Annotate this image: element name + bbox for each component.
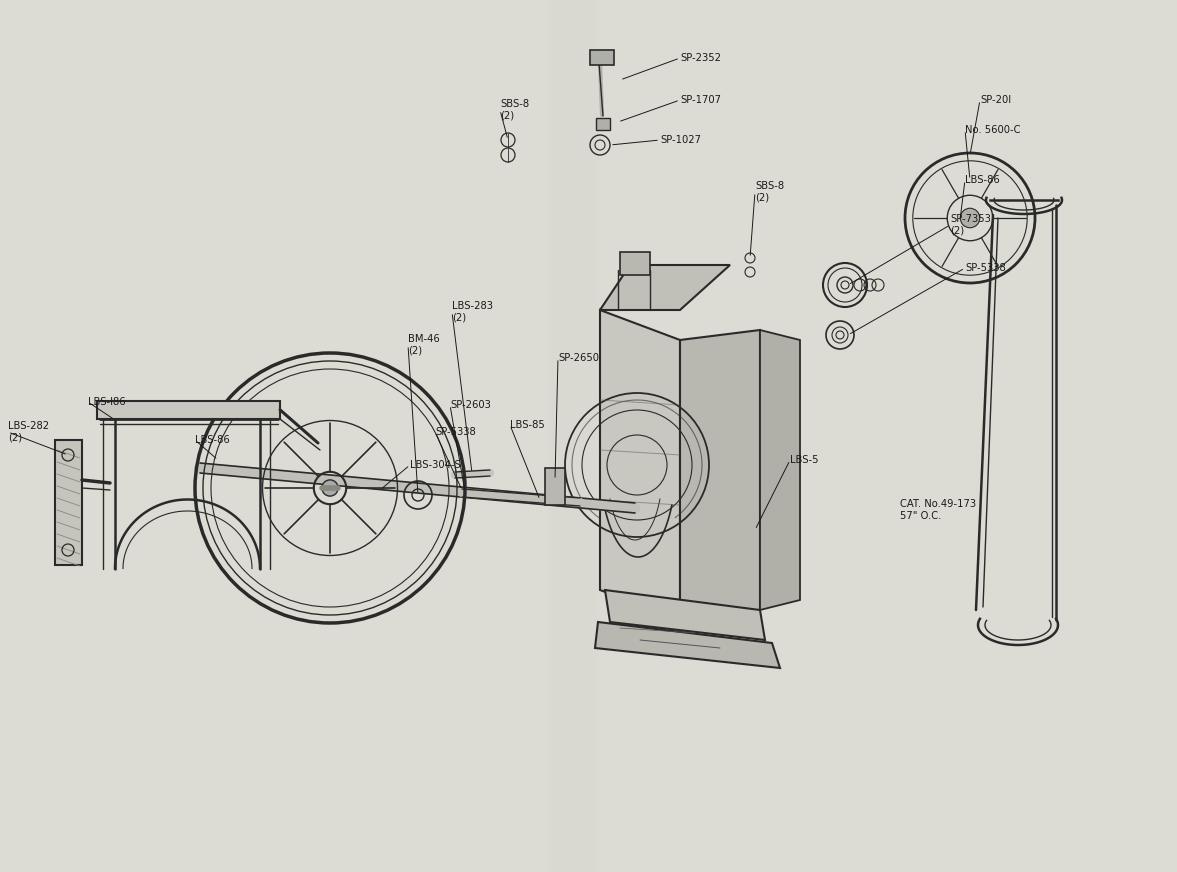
Bar — [576, 0, 584, 872]
Circle shape — [321, 480, 338, 496]
Bar — [581, 0, 590, 872]
Polygon shape — [680, 330, 760, 620]
Text: LBS-I86: LBS-I86 — [88, 397, 126, 407]
Text: LBS-86: LBS-86 — [965, 175, 999, 185]
Bar — [579, 0, 587, 872]
Text: SBS-8
(2): SBS-8 (2) — [500, 99, 530, 121]
Bar — [594, 0, 601, 872]
Text: LBS-304-S: LBS-304-S — [410, 460, 460, 470]
Bar — [591, 0, 599, 872]
Text: SP-2352: SP-2352 — [680, 53, 722, 63]
Text: LBS-5: LBS-5 — [790, 455, 818, 465]
Bar — [588, 0, 596, 872]
Polygon shape — [605, 590, 765, 640]
Text: SP-7353
(2): SP-7353 (2) — [950, 215, 991, 235]
Bar — [546, 0, 554, 872]
Text: SBS-8
(2): SBS-8 (2) — [754, 181, 784, 203]
Polygon shape — [600, 310, 680, 620]
Bar — [567, 0, 576, 872]
Text: SP-20I: SP-20I — [980, 95, 1011, 105]
Bar — [556, 0, 563, 872]
Polygon shape — [600, 265, 730, 310]
Circle shape — [960, 208, 979, 228]
Polygon shape — [596, 118, 610, 130]
Text: SP-2603: SP-2603 — [450, 400, 491, 410]
Bar — [540, 0, 548, 872]
Polygon shape — [55, 440, 82, 565]
Text: SP-5338: SP-5338 — [435, 427, 476, 437]
Text: No. 5600-C: No. 5600-C — [965, 125, 1020, 135]
Text: LBS-86: LBS-86 — [195, 435, 230, 445]
Bar — [570, 0, 578, 872]
Bar — [543, 0, 551, 872]
Polygon shape — [620, 252, 650, 275]
Bar — [573, 0, 581, 872]
Text: CAT. No.49-173
57" O.C.: CAT. No.49-173 57" O.C. — [900, 499, 976, 521]
Polygon shape — [590, 50, 614, 65]
Polygon shape — [760, 330, 800, 610]
Bar — [597, 0, 605, 872]
Text: LBS-85: LBS-85 — [510, 420, 545, 430]
Bar — [564, 0, 572, 872]
Text: BM-46
(2): BM-46 (2) — [408, 334, 440, 356]
Text: LBS-283
(2): LBS-283 (2) — [452, 301, 493, 323]
Polygon shape — [97, 400, 280, 419]
Polygon shape — [596, 622, 780, 668]
Text: SP-1707: SP-1707 — [680, 95, 722, 105]
Text: SP-2650: SP-2650 — [558, 353, 599, 363]
Text: SP-5338: SP-5338 — [965, 263, 1006, 273]
Text: SP-1027: SP-1027 — [660, 135, 701, 145]
Bar — [552, 0, 560, 872]
Text: LBS-282
(2): LBS-282 (2) — [8, 421, 49, 443]
Bar — [585, 0, 593, 872]
Bar — [558, 0, 566, 872]
Bar — [561, 0, 568, 872]
Polygon shape — [545, 468, 565, 505]
Bar — [548, 0, 557, 872]
